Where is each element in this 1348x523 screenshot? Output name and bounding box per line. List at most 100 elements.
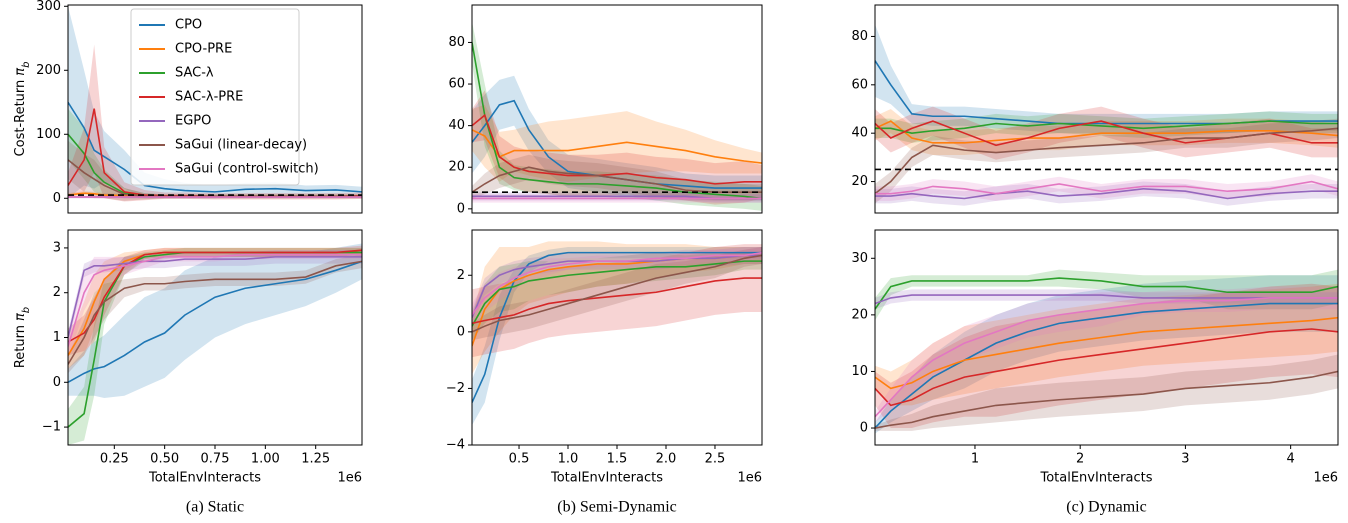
- y-tick-label: 40: [448, 118, 465, 133]
- x-tick-label: 3: [1181, 452, 1189, 467]
- y-axis-label: Cost-Return πb: [13, 62, 32, 157]
- x-tick-label: 0.75: [201, 452, 230, 467]
- band: [472, 246, 762, 327]
- band: [472, 90, 762, 205]
- series-line: [875, 277, 1338, 310]
- y-tick-label: 3: [53, 240, 61, 255]
- y-tick-label: 10: [851, 364, 868, 379]
- band: [68, 250, 362, 360]
- x-tick-label: 4: [1287, 452, 1295, 467]
- series-line: [472, 166, 762, 193]
- series-line: [68, 249, 362, 343]
- series-line: [472, 254, 762, 319]
- series-line: [68, 256, 362, 338]
- series-line: [875, 188, 1338, 200]
- y-axis-label-math: π: [13, 68, 28, 76]
- y-axis-label-math: π: [13, 313, 28, 321]
- band: [875, 283, 1338, 429]
- series-line: [875, 120, 1338, 134]
- y-tick-label: 0: [53, 375, 61, 390]
- y-tick-label: 60: [851, 77, 868, 92]
- y-tick-label: −4: [446, 438, 465, 453]
- legend-label: SaGui (linear-decay): [175, 138, 307, 153]
- series-line: [875, 302, 1338, 429]
- x-offset-label: 1e6: [737, 471, 762, 486]
- band: [875, 111, 1338, 143]
- band: [472, 252, 762, 341]
- x-tick-label: 0.50: [150, 452, 179, 467]
- series-line: [875, 127, 1338, 195]
- y-tick-label: 2: [53, 285, 61, 300]
- series-line: [875, 294, 1338, 305]
- band: [875, 354, 1338, 431]
- series-line: [472, 254, 762, 333]
- x-tick-label: 2: [1076, 452, 1084, 467]
- y-tick-label: 300: [36, 0, 61, 14]
- series-line: [68, 101, 362, 193]
- y-axis-label-sub: b: [21, 62, 32, 68]
- x-offset-label: 1e6: [1313, 471, 1338, 486]
- band: [875, 118, 1338, 204]
- band: [875, 286, 1338, 423]
- axes-frame: [471, 4, 763, 214]
- series-line: [875, 180, 1338, 195]
- plot-area: [68, 243, 362, 445]
- y-tick-label: 80: [448, 35, 465, 50]
- x-tick-label: 1: [971, 452, 979, 467]
- band: [68, 6, 362, 199]
- band: [68, 108, 362, 199]
- y-tick-label: 40: [851, 126, 868, 141]
- y-tick-label: 1: [53, 330, 61, 345]
- series-line: [68, 260, 362, 383]
- y-tick-label: 0: [457, 324, 465, 339]
- series-line: [472, 42, 762, 200]
- x-tick-label: 1.0: [558, 452, 579, 467]
- series-line: [875, 120, 1338, 144]
- legend-label: EGPO: [175, 114, 211, 129]
- series-line: [68, 253, 362, 347]
- y-tick-label: 20: [448, 160, 465, 175]
- plot-area: [472, 21, 762, 211]
- y-axis-label-text: Return: [13, 325, 28, 368]
- y-tick-label: −1: [42, 420, 61, 435]
- band: [875, 275, 1338, 434]
- x-tick-label: 1.25: [301, 452, 330, 467]
- y-axis-label-text: Cost-Return: [13, 80, 28, 157]
- x-axis-label: TotalEnvInteracts: [1039, 471, 1152, 486]
- y-tick-label: 0: [860, 421, 868, 436]
- series-line: [875, 316, 1338, 390]
- legend-label: CPO-PRE: [175, 42, 232, 57]
- series-line: [875, 297, 1338, 418]
- plot-area: [68, 6, 362, 202]
- series-line: [472, 99, 762, 189]
- legend-box: [130, 8, 300, 186]
- series-line: [472, 251, 762, 316]
- y-tick-label: 30: [851, 251, 868, 266]
- band: [68, 250, 362, 345]
- y-axis-label-sub: b: [21, 307, 32, 313]
- band: [472, 241, 762, 375]
- y-tick-label: 0: [53, 191, 61, 206]
- series-line: [68, 260, 362, 365]
- x-tick-label: 2.0: [656, 452, 677, 467]
- axes-frame: [67, 4, 363, 214]
- y-axis-label: Return πb: [13, 307, 32, 368]
- y-tick-label: 60: [448, 77, 465, 92]
- axes-frame: [874, 4, 1339, 214]
- y-tick-label: −2: [446, 381, 465, 396]
- y-tick-label: 200: [36, 63, 61, 78]
- caption: (c) Dynamic: [1066, 499, 1146, 516]
- y-tick-label: 80: [851, 29, 868, 44]
- x-axis-label: TotalEnvInteracts: [550, 471, 663, 486]
- series-line: [472, 113, 762, 185]
- band: [472, 246, 762, 341]
- legend-label: SAC-λ-PRE: [175, 90, 243, 105]
- x-tick-label: 0.25: [100, 452, 129, 467]
- band: [472, 192, 762, 203]
- plot-area: [875, 24, 1338, 206]
- x-tick-label: 0.5: [509, 452, 530, 467]
- series-line: [472, 251, 762, 403]
- series-line: [875, 370, 1338, 429]
- x-tick-label: 2.5: [705, 452, 726, 467]
